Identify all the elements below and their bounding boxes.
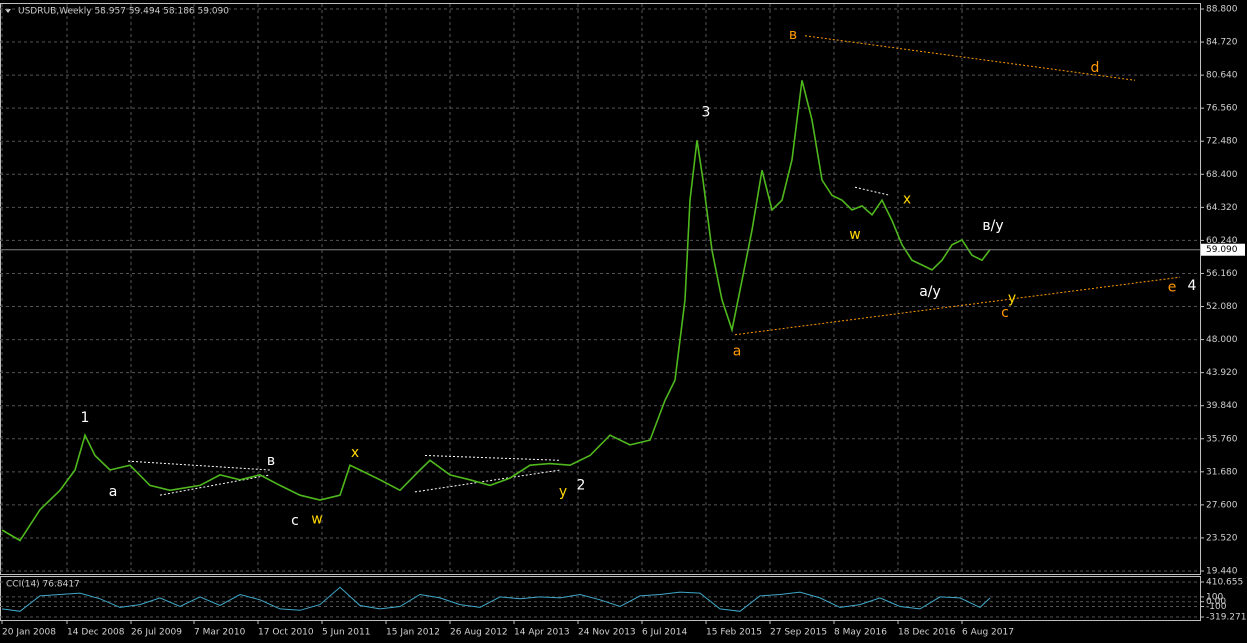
y-tick-label: 100 bbox=[1206, 592, 1223, 602]
wave-label: w bbox=[849, 227, 860, 243]
wave-label: 1 bbox=[81, 410, 90, 426]
wave-label: a bbox=[109, 484, 118, 500]
y-tick-label: 72.480 bbox=[1206, 137, 1238, 147]
menu-arrow bbox=[5, 9, 11, 13]
wave-label: 3 bbox=[702, 105, 711, 121]
wave-label: c bbox=[291, 513, 299, 529]
x-tick-label: 17 Oct 2010 bbox=[258, 628, 314, 638]
wave-label: 4 bbox=[1188, 278, 1197, 294]
y-tick-label: 410.655 bbox=[1206, 578, 1243, 588]
wave-label: y bbox=[559, 484, 567, 500]
y-tick-label: 19.440 bbox=[1206, 567, 1238, 577]
x-tick-label: 6 Aug 2017 bbox=[962, 628, 1014, 638]
y-tick-label: 31.680 bbox=[1206, 467, 1238, 477]
x-tick-label: 15 Jan 2012 bbox=[386, 628, 440, 638]
y-tick-label: 68.400 bbox=[1206, 170, 1238, 180]
indicator-frame bbox=[0, 576, 1201, 621]
x-tick-label: 24 Nov 2013 bbox=[578, 628, 636, 638]
y-tick-label: 60.240 bbox=[1206, 236, 1238, 246]
last-price-label: 59.090 bbox=[1206, 245, 1238, 255]
wave-label: a bbox=[733, 344, 742, 360]
trend-line bbox=[424, 454, 561, 461]
x-tick-label: 8 May 2016 bbox=[834, 628, 887, 638]
y-tick-label: -319.271 bbox=[1206, 613, 1246, 623]
wave-label: d bbox=[1091, 60, 1100, 76]
y-tick-label: 39.840 bbox=[1206, 401, 1238, 411]
x-tick-label: 20 Jan 2008 bbox=[2, 628, 56, 638]
trend-line bbox=[159, 474, 271, 496]
y-tick-label: 35.760 bbox=[1206, 434, 1238, 444]
y-tick-label: 23.520 bbox=[1206, 533, 1238, 543]
wave-label: в bbox=[789, 27, 797, 43]
chart-title: USDRUB,Weekly 58.957 59.494 58.186 59.09… bbox=[18, 7, 229, 17]
y-tick-label: -100 bbox=[1206, 602, 1227, 612]
x-tick-label: 14 Apr 2013 bbox=[514, 628, 570, 638]
wave-label: e bbox=[1168, 280, 1177, 296]
x-tick-label: 7 Mar 2010 bbox=[194, 628, 246, 638]
x-tick-label: 27 Sep 2015 bbox=[770, 628, 827, 638]
indicator-title: CCI(14) 76.8417 bbox=[6, 580, 80, 590]
x-tick-label: 26 Jul 2009 bbox=[131, 628, 182, 638]
y-tick-label: 88.800 bbox=[1206, 5, 1238, 15]
last-price-box bbox=[1201, 243, 1245, 256]
y-tick-label: 48.000 bbox=[1206, 335, 1238, 345]
y-tick-label: 0.00 bbox=[1206, 597, 1226, 607]
y-tick-label: 52.080 bbox=[1206, 302, 1238, 312]
cci-line bbox=[1, 586, 991, 612]
price-line bbox=[1, 80, 991, 542]
wave-label: c bbox=[1001, 305, 1009, 321]
wave-label: x bbox=[351, 445, 359, 461]
wave-label: в/у bbox=[982, 218, 1003, 234]
wave-label: в bbox=[267, 453, 275, 469]
trend-line bbox=[804, 35, 1136, 81]
x-tick-label: 18 Dec 2016 bbox=[898, 628, 956, 638]
y-tick-label: 43.920 bbox=[1206, 368, 1238, 378]
y-tick-label: 84.720 bbox=[1206, 38, 1238, 48]
x-tick-label: 5 Jun 2011 bbox=[322, 628, 370, 638]
x-tick-label: 15 Feb 2015 bbox=[706, 628, 762, 638]
wave-label: w bbox=[311, 511, 322, 527]
y-tick-label: 56.160 bbox=[1206, 269, 1238, 279]
y-tick-label: 80.640 bbox=[1206, 71, 1238, 81]
wave-label: a/y bbox=[919, 284, 941, 300]
trend-line bbox=[734, 276, 1181, 336]
trend-line bbox=[414, 469, 561, 493]
wave-label: x bbox=[903, 191, 911, 207]
wave-label: 2 bbox=[577, 477, 586, 493]
trend-line bbox=[854, 186, 891, 196]
y-tick-label: 27.600 bbox=[1206, 500, 1238, 510]
y-tick-label: 76.560 bbox=[1206, 104, 1238, 114]
x-tick-label: 14 Dec 2008 bbox=[67, 628, 125, 638]
wave-label: y bbox=[1008, 290, 1016, 306]
x-tick-label: 26 Aug 2012 bbox=[450, 628, 508, 638]
y-tick-label: 64.320 bbox=[1206, 203, 1238, 213]
x-tick-label: 6 Jul 2014 bbox=[642, 628, 687, 638]
main-frame bbox=[0, 3, 1201, 575]
